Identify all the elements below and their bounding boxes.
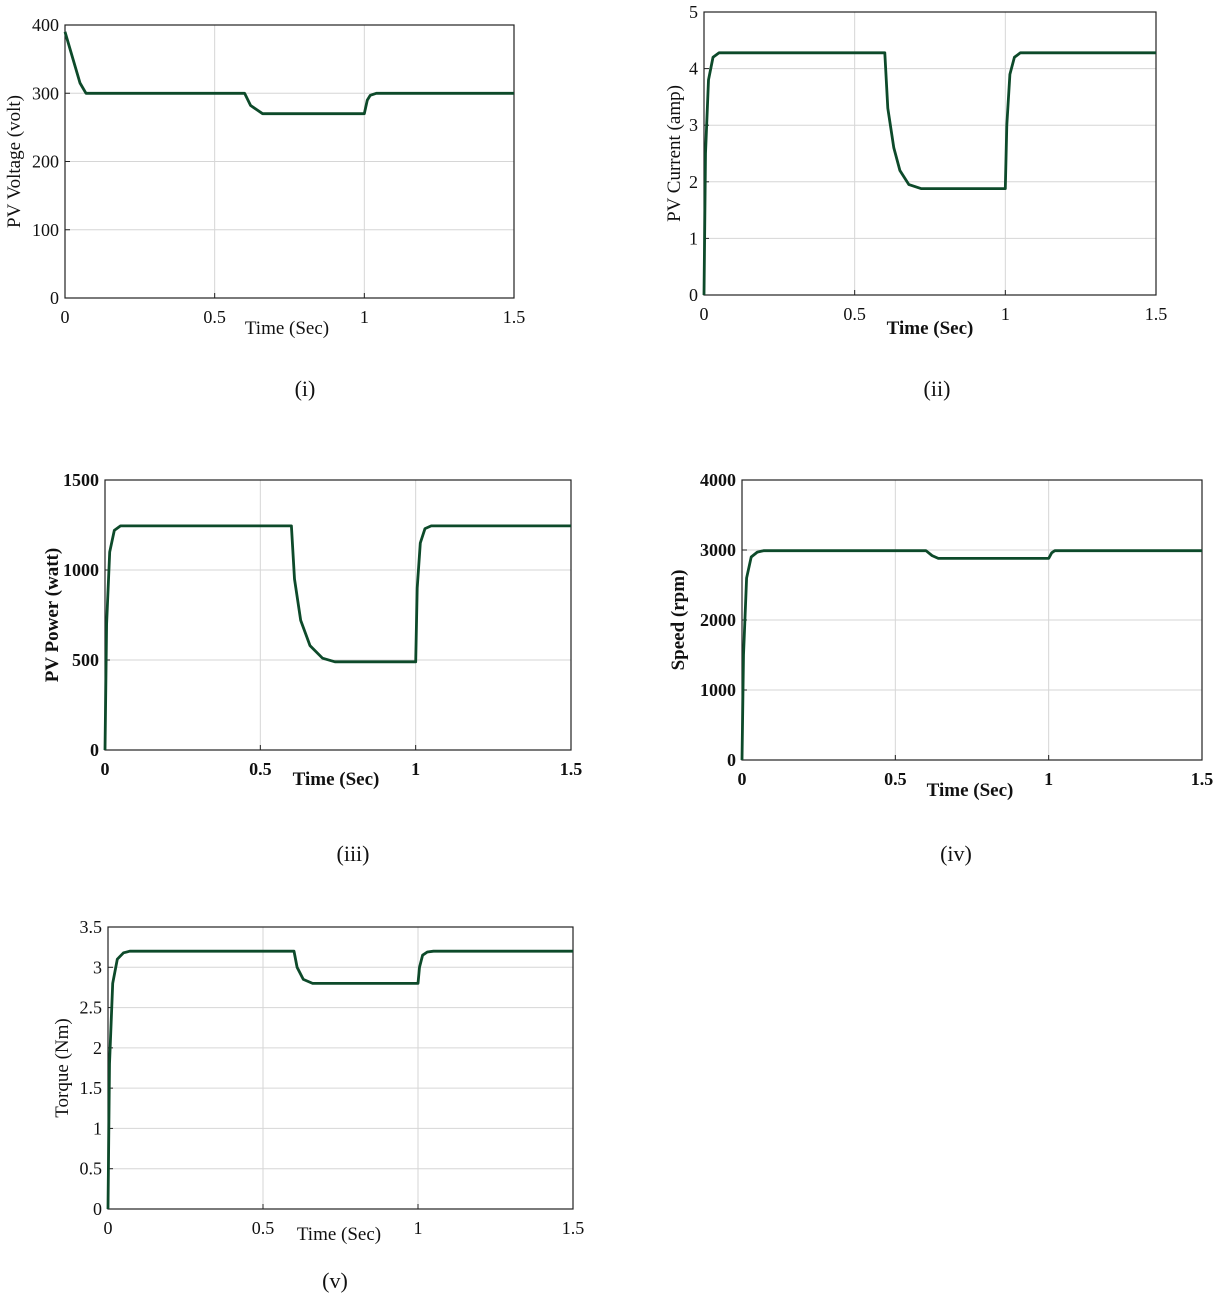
y-axis-label: Speed (rpm) <box>668 570 689 671</box>
x-tick-label: 0.5 <box>252 1218 275 1238</box>
pv-current-chart: 0 0.5 1 1.5 0 1 2 3 4 5 Time (Sec) PV Current (amp) <box>664 2 1168 339</box>
plot-frame <box>703 11 1157 296</box>
pv-power-chart: 0 0.5 1 1.5 0 500 1000 1500 Time (Sec) PV Power (… <box>42 470 583 790</box>
caption-v: (v) <box>322 1268 348 1293</box>
caption-iv: (iv) <box>940 841 972 866</box>
x-tick-label: 1 <box>411 759 420 779</box>
y-axis-label: Torque (Nm) <box>52 1018 73 1117</box>
x-tick-label: 1.5 <box>562 1218 585 1238</box>
x-tick-label: 1.5 <box>560 759 583 779</box>
y-tick-label: 0.5 <box>80 1159 103 1179</box>
y-tick-label: 3 <box>93 957 102 977</box>
y-tick-label: 0 <box>93 1199 102 1219</box>
y-tick-label: 1 <box>93 1118 102 1138</box>
y-axis-label: PV Current (amp) <box>664 85 685 222</box>
x-axis-label: Time (Sec) <box>297 1224 381 1245</box>
x-tick-label: 1.5 <box>503 307 526 327</box>
y-tick-label: 200 <box>32 152 59 172</box>
y-tick-label: 1.5 <box>80 1078 103 1098</box>
y-tick-label: 0 <box>727 750 736 770</box>
y-tick-label: 0 <box>90 740 99 760</box>
plot-area <box>704 12 1156 295</box>
pv-voltage-chart: 0 0.5 1 1.5 0 100 200 300 400 Time (Sec) PV Voltag… <box>4 15 526 339</box>
y-tick-label: 4 <box>689 59 698 79</box>
y-axis-label: PV Power (watt) <box>42 548 63 682</box>
x-tick-label: 1 <box>1001 304 1010 324</box>
y-tick-label: 2 <box>689 172 698 192</box>
x-tick-label: 0 <box>104 1218 113 1238</box>
y-tick-label: 3 <box>689 115 698 135</box>
y-tick-label: 1 <box>689 228 698 248</box>
y-tick-label: 4000 <box>700 470 736 490</box>
y-tick-label: 300 <box>32 83 59 103</box>
plot-frame <box>107 926 574 1210</box>
y-axis-label: PV Voltage (volt) <box>4 95 25 228</box>
x-tick-label: 0 <box>700 304 709 324</box>
plot-area <box>105 480 571 750</box>
y-tick-label: 3000 <box>700 540 736 560</box>
plot-area <box>108 927 573 1209</box>
x-tick-label: 0.5 <box>843 304 866 324</box>
y-tick-label: 1000 <box>63 560 99 580</box>
x-tick-label: 1 <box>1044 769 1053 789</box>
y-tick-label: 100 <box>32 220 59 240</box>
x-tick-label: 0.5 <box>249 759 272 779</box>
x-tick-label: 0.5 <box>203 307 226 327</box>
x-tick-label: 1.5 <box>1145 304 1168 324</box>
y-tick-label: 2.5 <box>80 998 103 1018</box>
y-tick-label: 0 <box>50 288 59 308</box>
x-axis-label: Time (Sec) <box>887 318 974 339</box>
y-tick-label: 1500 <box>63 470 99 490</box>
series-line <box>103 524 571 751</box>
y-tick-label: 0 <box>689 285 698 305</box>
caption-ii: (ii) <box>923 376 951 401</box>
series-line <box>702 51 1156 296</box>
x-tick-label: 0 <box>101 759 110 779</box>
y-tick-label: 500 <box>72 650 99 670</box>
speed-chart: 0 0.5 1 1.5 0 1000 2000 3000 4000 Time (Sec) Speed… <box>668 470 1214 801</box>
torque-chart: 0 0.5 1 1.5 0 0.5 1 1.5 2 2.5 3 3.5 Time (Sec) Torque… <box>52 917 585 1245</box>
x-tick-label: 1.5 <box>1191 769 1214 789</box>
x-axis-label: Time (Sec) <box>927 780 1014 801</box>
y-tick-label: 1000 <box>700 680 736 700</box>
x-tick-label: 0 <box>738 769 747 789</box>
x-tick-label: 1 <box>414 1218 423 1238</box>
x-tick-label: 1 <box>360 307 369 327</box>
series-line <box>63 31 514 116</box>
x-axis-label: Time (Sec) <box>245 318 329 339</box>
caption-i: (i) <box>294 376 316 401</box>
y-tick-label: 5 <box>689 2 698 22</box>
y-tick-label: 2000 <box>700 610 736 630</box>
series-line <box>740 549 1202 761</box>
x-tick-label: 0 <box>61 307 70 327</box>
caption-iii: (iii) <box>336 841 370 866</box>
x-tick-label: 0.5 <box>884 769 907 789</box>
y-tick-label: 2 <box>93 1038 102 1058</box>
plot-frame <box>104 479 572 751</box>
x-axis-label: Time (Sec) <box>293 769 380 790</box>
y-tick-label: 400 <box>32 15 59 35</box>
y-tick-label: 3.5 <box>80 917 103 937</box>
series-line <box>106 949 573 1210</box>
